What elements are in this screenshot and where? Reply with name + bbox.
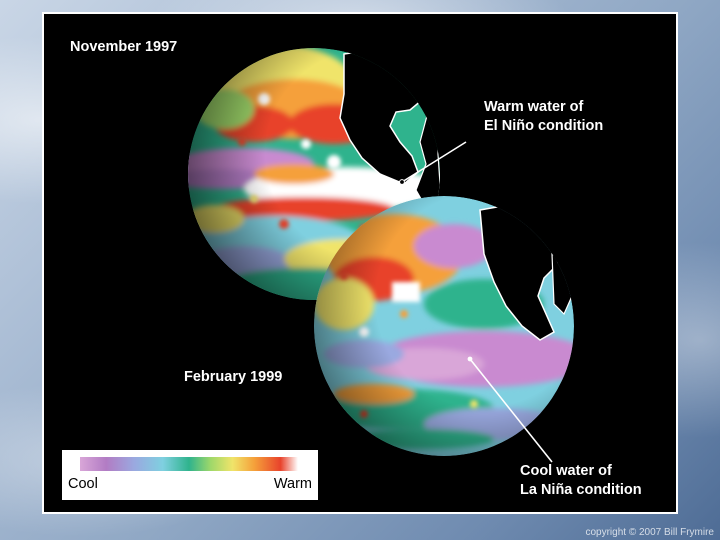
globes-illustration xyxy=(188,48,574,463)
legend-warm-label: Warm xyxy=(273,476,312,492)
temperature-legend: Cool Warm xyxy=(62,450,318,500)
cool-callout-line-1: Cool water of xyxy=(520,463,612,479)
warm-callout-line-1: Warm water of xyxy=(484,99,584,115)
warm-callout-line-2: El Niño condition xyxy=(484,118,604,134)
warm-water-callout: Warm water of El Niño condition xyxy=(484,98,603,136)
copyright-notice: copyright © 2007 Bill Frymire xyxy=(585,527,714,538)
warm-callout-pointer xyxy=(401,141,467,183)
figure-panel: November 1997 February 1999 Warm water o… xyxy=(42,12,678,514)
cool-callout-line-2: La Niña condition xyxy=(520,482,642,498)
cool-water-callout: Cool water of La Niña condition xyxy=(520,462,642,500)
cool-callout-pointer xyxy=(469,358,553,463)
legend-cool-label: Cool xyxy=(68,476,98,492)
globe-2-date-label: February 1999 xyxy=(184,369,283,385)
globe-1-date-label: November 1997 xyxy=(70,39,178,55)
legend-color-bar xyxy=(80,457,298,471)
globe-february-1999 xyxy=(314,196,574,456)
